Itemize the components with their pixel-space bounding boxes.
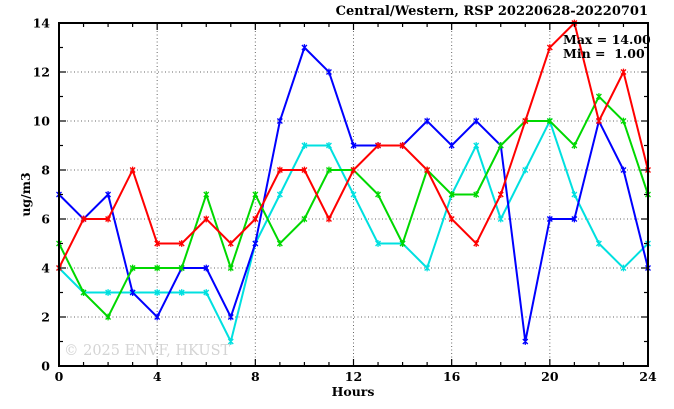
x-axis-label: Hours (332, 384, 375, 399)
plot-frame (58, 22, 649, 367)
y-tick-label: 6 (41, 212, 50, 227)
x-tick-label: 0 (55, 369, 64, 384)
x-tick-label: 8 (251, 369, 260, 384)
x-tick-label: 20 (541, 369, 559, 384)
y-tick-label: 14 (33, 16, 51, 31)
x-tick-label: 12 (345, 369, 362, 384)
chart-title: Central/Western, RSP 20220628-20220701 (336, 4, 648, 19)
x-tick-label: 16 (443, 369, 461, 384)
y-tick-label: 4 (41, 261, 50, 276)
y-axis-label: ug/m3 (18, 172, 33, 216)
min-annotation: Min = 1.00 (563, 46, 645, 61)
y-tick-label: 10 (33, 114, 51, 129)
y-tick-label: 2 (41, 310, 50, 325)
y-tick-label: 12 (33, 65, 50, 80)
x-tick-label: 4 (153, 369, 162, 384)
max-annotation: Max = 14.00 (563, 32, 651, 47)
y-tick-label: 0 (41, 359, 50, 374)
grid-lines (60, 24, 647, 365)
x-tick-label: 24 (639, 369, 657, 384)
y-tick-label: 8 (41, 163, 50, 178)
watermark-text: © 2025 ENVF, HKUST (64, 343, 230, 359)
